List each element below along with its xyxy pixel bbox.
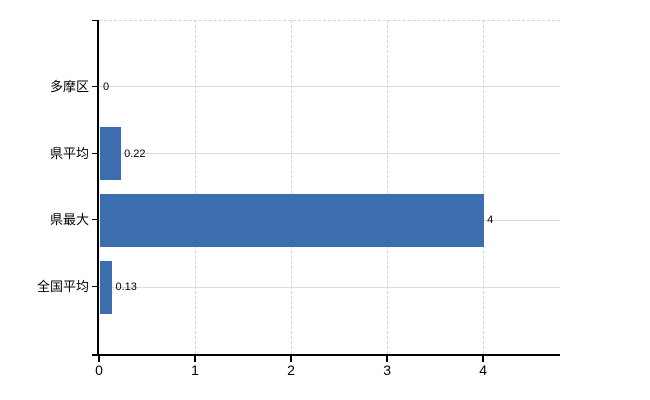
v-gridline — [195, 20, 197, 354]
x-tick-label: 3 — [383, 362, 392, 378]
category-label: 県平均 — [49, 145, 89, 161]
h-gridline — [99, 153, 560, 155]
x-tick — [98, 356, 100, 362]
x-tick-label: 4 — [479, 362, 488, 378]
x-tick-label: 1 — [191, 362, 199, 378]
h-gridline — [99, 286, 560, 288]
x-tick — [482, 356, 485, 362]
y-tick — [92, 286, 99, 288]
category-label: 県最大 — [49, 212, 89, 228]
y-tick — [92, 219, 99, 221]
y-tick — [92, 85, 99, 87]
value-label: 0.13 — [115, 281, 137, 294]
y-axis — [97, 20, 99, 356]
x-tick — [290, 356, 293, 362]
x-tick — [194, 356, 197, 362]
y-tick — [92, 152, 99, 154]
value-label: 4 — [487, 214, 494, 227]
value-label: 0.22 — [124, 147, 146, 160]
v-gridline — [387, 20, 389, 354]
v-gridline — [291, 20, 293, 354]
bar — [100, 193, 485, 247]
x-tick-label: 0 — [95, 362, 103, 378]
x-tick — [386, 356, 389, 362]
bar — [100, 127, 122, 181]
h-gridline — [99, 86, 560, 88]
x-tick-label: 2 — [287, 362, 295, 378]
category-label: 多摩区 — [49, 78, 89, 94]
value-label: 0 — [103, 80, 110, 93]
bar — [100, 260, 113, 314]
category-label: 全国平均 — [36, 279, 89, 295]
x-axis — [92, 354, 560, 356]
v-gridline — [483, 20, 485, 354]
y-axis-end-tick — [92, 20, 99, 21]
plot-area — [99, 20, 560, 354]
